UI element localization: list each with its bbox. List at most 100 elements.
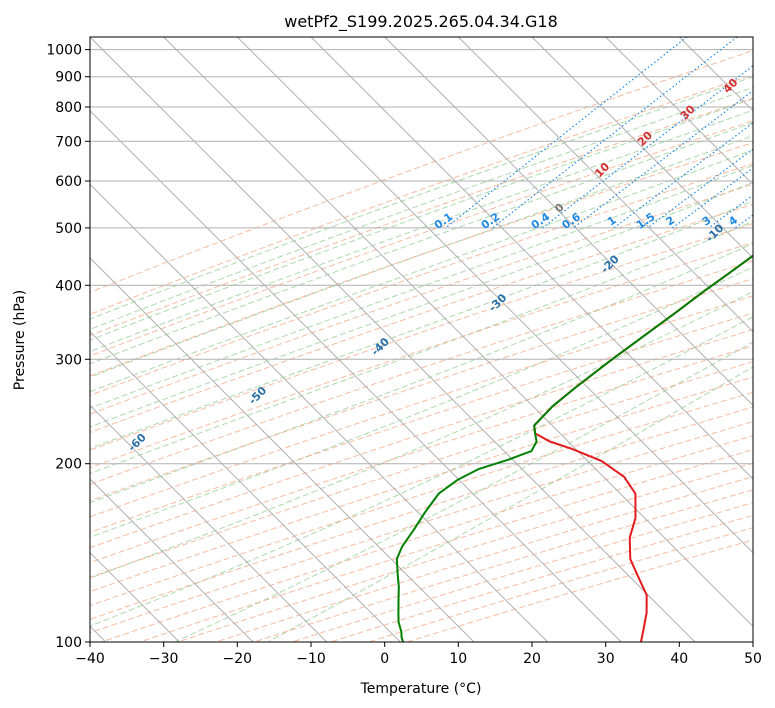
isotherm-line <box>605 37 753 186</box>
isotherm-line <box>90 478 254 642</box>
dry-adiabat-line <box>90 203 753 433</box>
isotherm-line <box>236 37 753 554</box>
dry-adiabat-line <box>90 260 753 485</box>
x-axis-label: Temperature (°C) <box>360 681 482 697</box>
dry-adiabat-line <box>90 183 753 415</box>
x-axis-ticks: −40 −30 −20 −10 0 10 20 30 40 50 <box>75 642 762 667</box>
x-tick-label: −40 <box>75 651 105 667</box>
moist-adiabat-line <box>90 220 753 475</box>
isotherm-line <box>90 109 622 642</box>
moist-adiabat-line <box>90 242 753 504</box>
dry-adiabat-line <box>90 345 753 564</box>
isotherm-line <box>90 183 549 642</box>
mixing-ratio-line <box>542 65 753 229</box>
mixing-ratio-label: 0.4 <box>529 210 553 232</box>
dry-adiabat-line <box>215 476 753 642</box>
dry-adiabat-line <box>90 241 753 469</box>
x-tick-label: 20 <box>523 651 541 667</box>
isotherms <box>90 37 753 642</box>
dry-adiabat-line <box>101 435 753 642</box>
x-tick-label: 30 <box>597 651 615 667</box>
moist-adiabat-line <box>90 86 753 330</box>
isotherm-line <box>457 37 753 333</box>
dry-adiabat-line <box>90 329 753 549</box>
dry-adiabat-line <box>90 163 753 396</box>
mixing-ratio-line <box>672 167 753 229</box>
chart-title: wetPf2_S199.2025.265.04.34.G18 <box>284 12 558 32</box>
isotherm-line <box>90 404 328 642</box>
moist-adiabat-line <box>267 366 753 642</box>
mixing-ratio-label: 2 <box>664 214 678 229</box>
dry-adiabat-line <box>90 391 753 607</box>
moist-adiabat-line <box>90 266 753 538</box>
plot-area: 0.10.20.40.611.52346810131620253036-100-… <box>3 37 775 642</box>
line-labels: 0.10.20.40.611.52346810131620253036-100-… <box>3 76 775 502</box>
mixing-ratio-line <box>734 214 753 229</box>
mixing-ratio-line <box>572 89 753 229</box>
temperature-profile-line <box>533 254 753 642</box>
dry-adiabat-line <box>90 376 753 593</box>
isotherm-line <box>384 37 753 407</box>
dry-adiabat-line <box>90 312 753 533</box>
x-tick-label: 50 <box>744 651 762 667</box>
x-tick-label: −20 <box>223 651 253 667</box>
mixing-ratio-line <box>492 37 738 229</box>
moist-adiabat-line <box>90 149 753 393</box>
dry-adiabat-line <box>90 142 753 377</box>
dry-adiabats <box>90 50 753 642</box>
dry-adiabat-line <box>330 514 753 642</box>
dry-adiabat-line <box>90 223 753 451</box>
y-tick-label: 800 <box>55 100 82 116</box>
isotherm-line <box>90 257 475 642</box>
dry-adiabat-line <box>90 361 753 578</box>
moist-adiabats <box>90 76 753 642</box>
dry-adiabat-line <box>90 97 753 337</box>
plot-frame <box>89 36 754 643</box>
x-tick-label: 0 <box>380 651 389 667</box>
dry-adiabat-line <box>90 295 753 518</box>
moist-adiabat-line <box>90 200 753 449</box>
y-tick-label: 600 <box>55 174 82 190</box>
x-tick-label: 40 <box>670 651 688 667</box>
dry-adiabat-label: -40 <box>369 335 392 358</box>
y-tick-label: 100 <box>55 635 82 651</box>
moist-adiabat-label: 10 <box>592 160 612 180</box>
dewpoint-profile-line <box>395 254 753 642</box>
isobars <box>90 49 753 642</box>
y-tick-label: 1000 <box>46 43 82 59</box>
isotherm-line <box>90 37 696 642</box>
isotherm-line <box>310 37 753 480</box>
isotherm-line <box>163 37 753 628</box>
dry-adiabat-line <box>406 539 753 642</box>
dry-adiabat-line <box>177 462 753 642</box>
isotherm-line <box>752 37 753 38</box>
y-tick-label: 300 <box>55 352 82 368</box>
dry-adiabat-label: -30 <box>486 291 509 314</box>
y-tick-label: 700 <box>55 134 82 150</box>
isotherm-line <box>678 37 753 112</box>
mixing-ratio-lines <box>445 37 753 229</box>
moist-adiabat-line <box>90 316 753 627</box>
y-tick-label: 900 <box>55 70 82 86</box>
isotherm-line <box>531 37 753 259</box>
x-tick-label: −10 <box>296 651 326 667</box>
dry-adiabat-line <box>90 74 753 315</box>
y-tick-label: 400 <box>55 278 82 294</box>
dry-adiabat-line <box>90 278 753 502</box>
dry-adiabat-line <box>90 120 753 357</box>
mixing-ratio-line <box>708 194 753 229</box>
y-axis-ticks: 1000 900 800 700 600 500 400 300 200 100 <box>46 43 90 651</box>
x-tick-label: 10 <box>449 651 467 667</box>
moist-adiabat-line <box>90 181 753 428</box>
y-axis-label: Pressure (hPa) <box>12 290 28 390</box>
mixing-ratio-label: 6 <box>765 213 775 228</box>
moist-adiabat-label: 0 <box>552 200 567 215</box>
y-tick-label: 500 <box>55 221 82 237</box>
moist-adiabat-label: 30 <box>678 102 698 122</box>
moist-adiabat-line <box>90 109 753 353</box>
y-tick-label: 200 <box>55 457 82 473</box>
dry-adiabat-label: -70 <box>3 479 26 502</box>
moist-adiabat-line <box>90 290 753 579</box>
moist-adiabat-line <box>90 76 753 320</box>
